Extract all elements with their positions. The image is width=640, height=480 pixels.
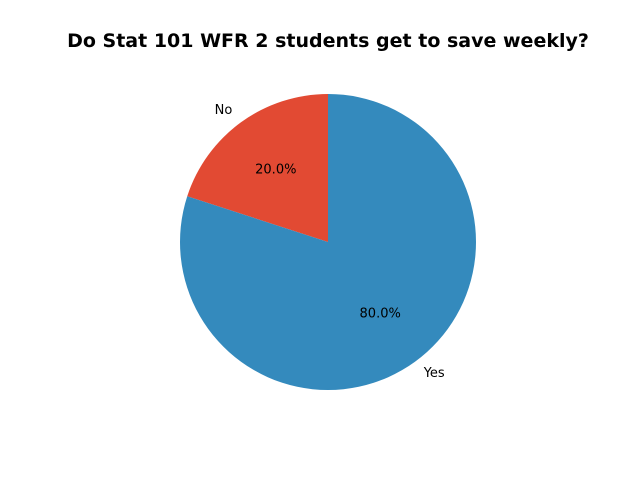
pie-slice-yes bbox=[180, 94, 477, 390]
pie-percent-label-yes: 80.0% bbox=[360, 306, 401, 321]
pie-category-label-no: No bbox=[215, 103, 233, 118]
pie-category-label-yes: Yes bbox=[423, 366, 445, 381]
pie-percent-label-no: 20.0% bbox=[255, 163, 296, 178]
chart-title: Do Stat 101 WFR 2 students get to save w… bbox=[67, 30, 589, 52]
pie-slice-no bbox=[187, 94, 328, 242]
